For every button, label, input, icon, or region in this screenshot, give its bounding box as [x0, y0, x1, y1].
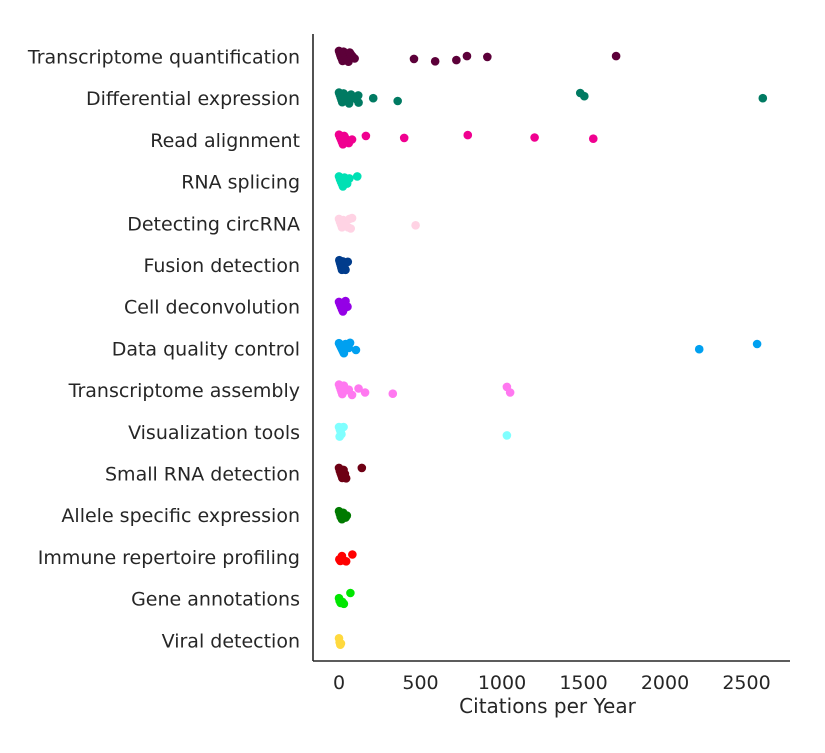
data-point	[343, 302, 352, 312]
data-point	[463, 130, 473, 140]
x-tick-label: 1500	[559, 672, 607, 694]
data-point	[409, 54, 419, 64]
data-point	[360, 388, 370, 397]
category-label: Viral detection	[162, 630, 300, 652]
data-point	[354, 384, 363, 393]
data-point	[347, 213, 357, 223]
data-point	[335, 432, 344, 441]
data-point	[388, 389, 398, 399]
data-point	[411, 221, 420, 230]
data-point	[502, 431, 512, 440]
data-point	[336, 639, 346, 648]
category-label: Immune repertoire profiling	[38, 547, 300, 569]
category-label: Gene annotations	[131, 589, 300, 611]
points-layer	[334, 46, 768, 649]
category-label: Fusion detection	[143, 255, 300, 277]
data-point	[341, 557, 351, 566]
data-point	[345, 338, 355, 348]
data-point	[346, 224, 356, 233]
data-point	[462, 51, 472, 61]
data-point	[347, 390, 357, 400]
data-point	[352, 172, 362, 181]
data-point	[357, 463, 367, 473]
data-point	[353, 91, 363, 100]
category-label: Cell deconvolution	[124, 297, 300, 319]
category-labels: Transcriptome quantification Differential…	[27, 47, 300, 653]
data-point	[393, 96, 402, 106]
category-label: Read alignment	[150, 130, 300, 152]
data-point	[530, 133, 539, 142]
category-label: Small RNA detection	[105, 464, 300, 486]
data-point	[430, 57, 440, 66]
data-point	[343, 257, 353, 267]
data-point	[399, 133, 409, 143]
category-label: Visualization tools	[128, 422, 300, 444]
data-point	[345, 174, 354, 183]
data-point	[341, 265, 350, 275]
x-axis-ticks: 0 500 1000 1500 2000 2500	[333, 672, 771, 694]
data-point	[580, 91, 589, 101]
data-point	[505, 388, 515, 397]
data-point	[354, 98, 363, 107]
data-point	[347, 135, 357, 144]
data-point	[361, 131, 371, 141]
data-point	[342, 511, 352, 520]
category-label: Transcriptome quantification	[27, 47, 300, 69]
data-point	[346, 588, 355, 598]
x-tick-label: 2000	[641, 672, 689, 694]
data-point	[344, 99, 354, 108]
data-point	[351, 345, 361, 355]
category-label: Data quality control	[112, 338, 300, 360]
x-tick-label: 2500	[722, 672, 770, 694]
x-tick-label: 0	[333, 672, 345, 694]
data-point	[694, 344, 704, 354]
data-point	[758, 93, 768, 103]
data-point	[368, 93, 378, 103]
data-point	[350, 54, 359, 63]
data-point	[339, 599, 349, 609]
data-point	[611, 51, 621, 61]
category-label: RNA splicing	[181, 172, 300, 194]
data-point	[752, 339, 762, 349]
data-point	[483, 52, 492, 62]
category-label: Allele specific expression	[61, 505, 300, 527]
data-point	[348, 550, 357, 559]
category-label: Differential expression	[86, 88, 300, 110]
x-axis-title: Citations per Year	[459, 694, 636, 718]
data-point	[339, 422, 348, 432]
data-point	[452, 55, 461, 65]
data-point	[341, 474, 351, 483]
category-label: Transcriptome assembly	[68, 380, 300, 402]
category-label: Detecting circRNA	[127, 213, 300, 235]
data-point	[588, 134, 598, 143]
x-tick-label: 1000	[478, 672, 526, 694]
x-tick-label: 500	[402, 672, 438, 694]
